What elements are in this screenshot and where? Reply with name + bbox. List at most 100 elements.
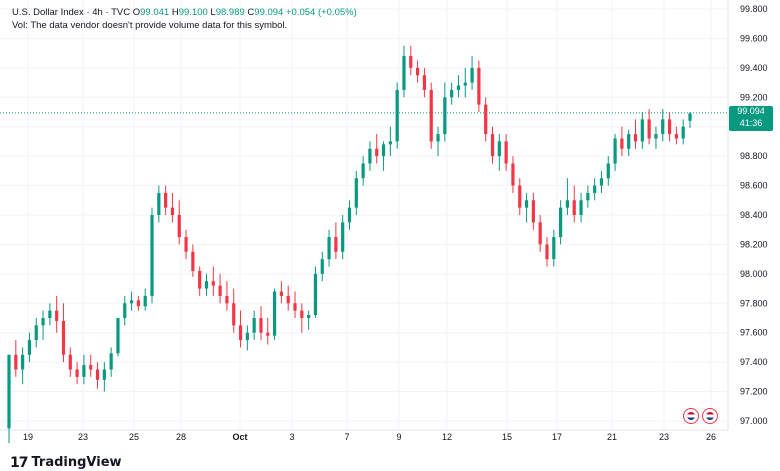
price-tick-label: 97.800 (740, 298, 768, 308)
price-axis: 97.000 97.200 97.400 97.600 97.800 98.000 98.2… (740, 4, 768, 426)
candle-body (341, 222, 345, 252)
candle-body (559, 207, 563, 238)
candle (395, 82, 399, 149)
candle-body (477, 67, 481, 105)
volume-note: Vol: The data vendor doesn't provide vol… (12, 20, 288, 31)
price-tick-label: 97.200 (740, 387, 768, 397)
candle-body (272, 291, 277, 336)
change-value: +0.054 (+0.05%) (285, 7, 357, 18)
time-tick-label: 7 (344, 432, 349, 442)
brand-name: TradingView (31, 455, 122, 470)
candle (565, 178, 570, 215)
candle-body (191, 251, 195, 271)
candle (375, 134, 379, 164)
candle-body (7, 354, 11, 429)
candle-body (633, 134, 638, 142)
candle (211, 266, 215, 296)
candle-body (361, 163, 365, 179)
candle (518, 178, 522, 215)
candle (238, 310, 243, 348)
last-price-value: 99.094 (737, 106, 765, 116)
candle-body (157, 192, 161, 215)
candle (606, 156, 610, 186)
candle-body (170, 207, 175, 215)
candle (204, 273, 209, 296)
candle-body (647, 119, 651, 139)
candle (198, 266, 202, 296)
candle-body (164, 192, 168, 208)
candle-body (409, 56, 413, 68)
candle (320, 251, 324, 282)
candle (368, 141, 372, 171)
candle (402, 45, 406, 98)
candle (674, 126, 678, 145)
candle-body (89, 365, 93, 370)
candle (27, 332, 32, 363)
time-tick-label: 15 (502, 432, 512, 442)
candle (41, 310, 45, 341)
candle (388, 126, 392, 157)
candle-body (150, 215, 154, 296)
event-flag-icon[interactable] (702, 408, 718, 424)
candle (184, 229, 188, 260)
candle-body (259, 318, 263, 333)
candle-body (313, 273, 318, 316)
candle (361, 156, 365, 186)
candle (191, 244, 195, 277)
candle (354, 170, 358, 215)
candle (654, 126, 658, 149)
candle-body (34, 325, 38, 341)
candle-body (545, 244, 549, 260)
candle (559, 200, 563, 245)
candle-body (41, 318, 45, 326)
candle (164, 185, 168, 215)
candle-body (381, 144, 386, 157)
candle-body (416, 67, 420, 76)
candle-body (177, 215, 181, 238)
tradingview-logo[interactable]: 17 TradingView (10, 455, 122, 471)
candle-body (286, 295, 290, 304)
candle (524, 192, 529, 223)
candle (157, 185, 161, 223)
candle-body (266, 332, 270, 336)
candle (416, 60, 420, 83)
candle (422, 67, 427, 98)
time-tick-label: 21 (607, 432, 617, 442)
candle-body (667, 119, 672, 135)
candle (681, 119, 685, 145)
candle-body (204, 281, 209, 289)
time-axis: 19 23 25 28 Oct 3 7 9 12 15 17 21 23 26 (23, 432, 716, 442)
candle-body (307, 315, 311, 318)
candle-body (620, 138, 624, 149)
candle (143, 288, 147, 311)
bar-countdown: 41:36 (739, 117, 763, 128)
event-badges[interactable] (683, 408, 718, 424)
candle (613, 134, 617, 171)
chart-grid (0, 0, 728, 430)
price-tick-label: 98.800 (740, 151, 768, 161)
candle-body (518, 185, 522, 208)
candle-body (674, 134, 678, 139)
candle-body (524, 200, 529, 208)
candle (177, 200, 181, 245)
candle (150, 207, 154, 304)
candle-body (198, 270, 202, 289)
candle-body (279, 291, 283, 296)
time-tick-label: 28 (176, 432, 186, 442)
event-flag-icon[interactable] (683, 408, 699, 424)
candle (218, 273, 222, 304)
candle-body (82, 365, 86, 377)
candle (538, 215, 542, 252)
high-value: 99.100 (178, 7, 208, 18)
candle (511, 156, 515, 193)
candle-body (218, 285, 222, 296)
candle-body (55, 310, 59, 321)
price-tick-label: 97.600 (740, 328, 768, 338)
candle-body (552, 237, 556, 260)
candle-body (61, 320, 66, 355)
high-label: H (171, 7, 179, 18)
candle (116, 318, 120, 357)
candle (504, 134, 508, 171)
low-value: 98.989 (215, 7, 245, 18)
